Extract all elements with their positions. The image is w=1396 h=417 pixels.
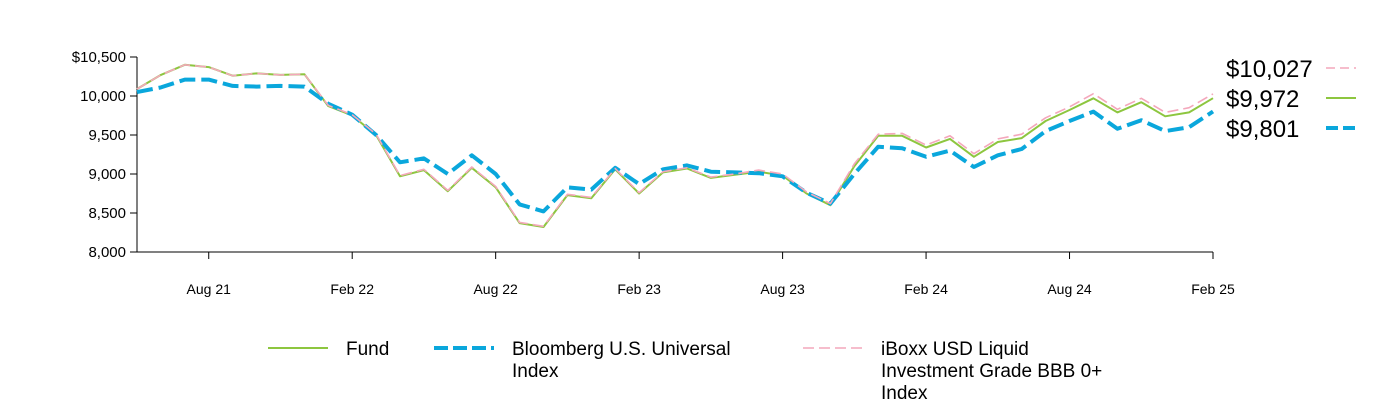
y-tick-label: 8,000 <box>88 244 126 261</box>
end-value-label: $10,027 <box>1226 56 1313 83</box>
series-line-0 <box>136 63 1214 228</box>
x-tick-label: Aug 22 <box>473 281 518 297</box>
y-tick-label: 10,000 <box>80 88 126 105</box>
end-value-label: $9,972 <box>1226 86 1299 113</box>
series-lines <box>136 63 1215 228</box>
x-tick-label: Feb 24 <box>904 281 948 297</box>
legend-label: Bloomberg U.S. Universal <box>512 339 731 360</box>
series-line-1 <box>136 77 1215 214</box>
x-axis: Aug 21 Feb 22 Aug 22 Feb 23 Aug 23 Feb 24 Aug … <box>137 251 1235 297</box>
legend-label: Index <box>512 361 559 382</box>
x-tick-label: Feb 23 <box>617 281 661 297</box>
y-tick-label: 8,500 <box>88 205 126 222</box>
y-tick-label: 9,500 <box>88 127 126 144</box>
legend-label: Investment Grade BBB 0+ <box>881 361 1102 382</box>
legend-label: iBoxx USD Liquid <box>881 339 1029 360</box>
x-tick-label: Aug 24 <box>1047 281 1092 297</box>
legend-item: Fund <box>268 339 389 360</box>
end-value-label: $9,801 <box>1226 116 1299 143</box>
series-line-2 <box>136 64 1214 228</box>
x-tick-label: Aug 23 <box>760 281 805 297</box>
legend-label: Index <box>881 383 928 404</box>
y-tick-label: 9,000 <box>88 166 126 183</box>
x-tick-label: Aug 21 <box>187 281 232 297</box>
legend-label: Fund <box>346 339 389 360</box>
end-labels: $10,027 $9,972 $9,801 <box>1226 56 1356 143</box>
x-tick-label: Feb 22 <box>330 281 374 297</box>
y-tick-label: $10,500 <box>72 49 126 66</box>
x-tick-label: Feb 25 <box>1191 281 1235 297</box>
y-axis: 8,000 8,500 9,000 9,500 10,000 $10,500 <box>72 49 138 261</box>
